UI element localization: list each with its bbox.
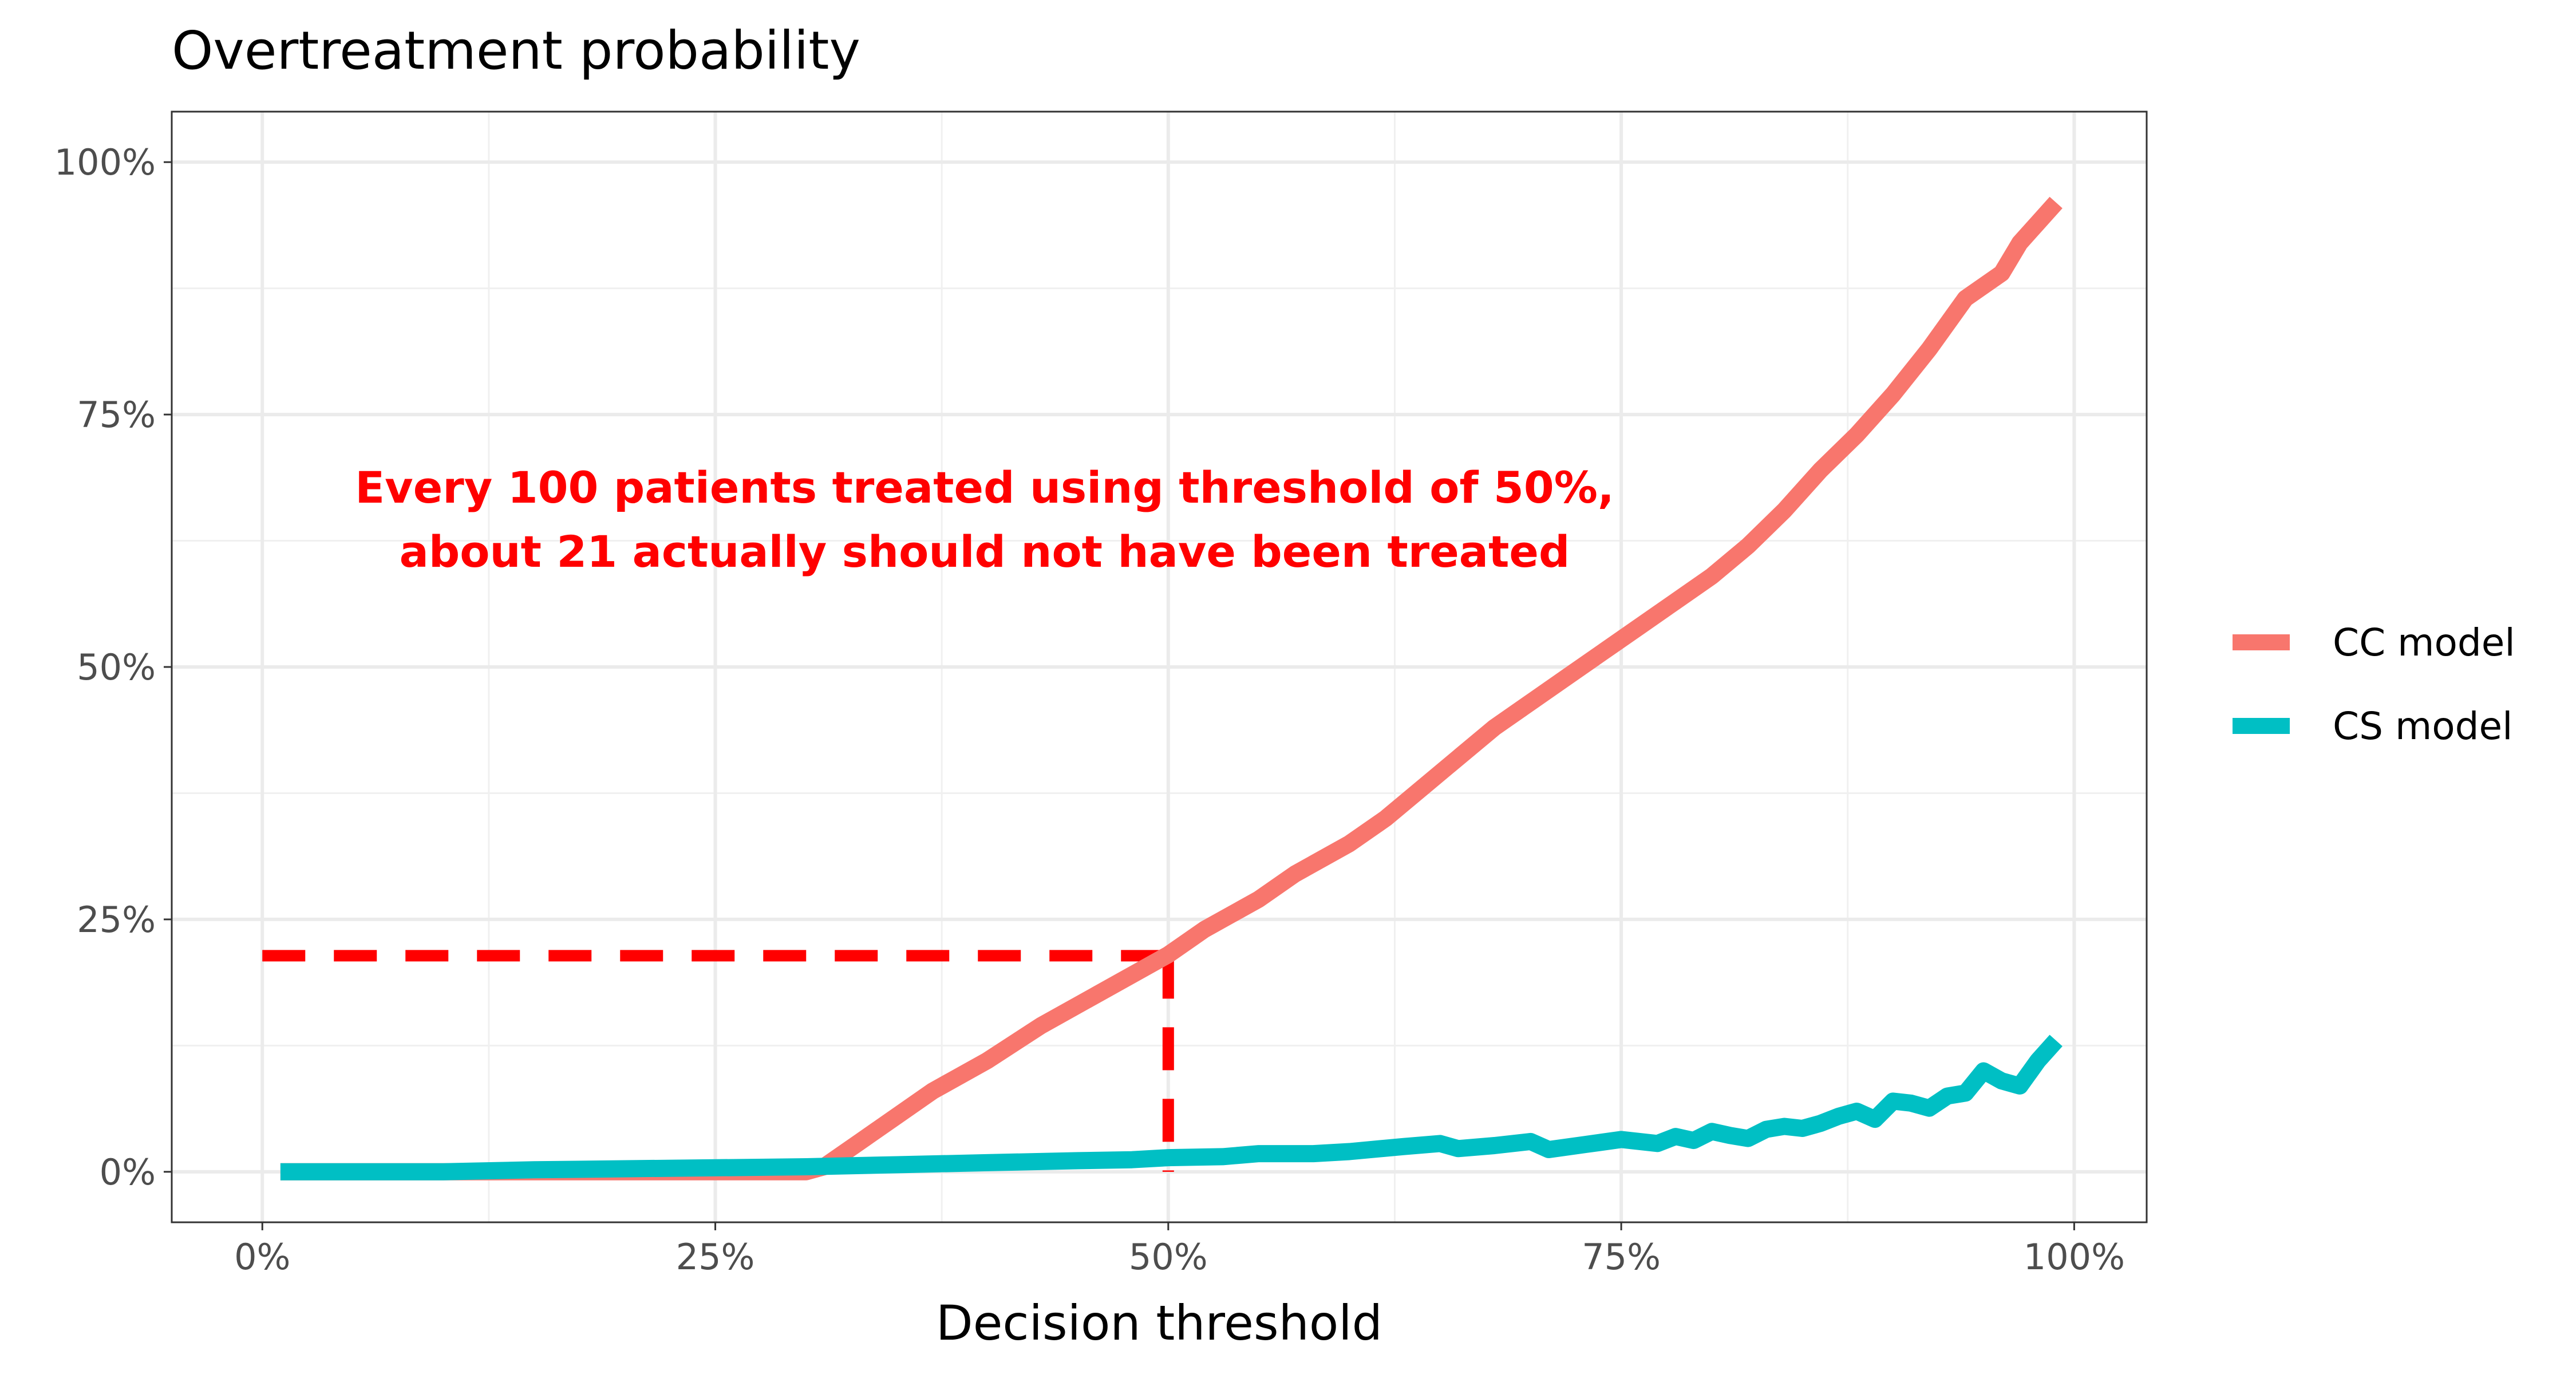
x-axis-title: Decision threshold xyxy=(936,1295,1382,1351)
chart-title: Overtreatment probability xyxy=(172,20,860,81)
y-tick-label: 75% xyxy=(77,394,156,436)
annotation-line-2: about 21 actually should not have been t… xyxy=(400,526,1570,577)
y-tick-label: 25% xyxy=(77,899,156,941)
legend-label-cs-model: CS model xyxy=(2333,704,2512,748)
x-tick-label: 50% xyxy=(1129,1236,1208,1278)
legend: CC model CS model xyxy=(2233,621,2515,748)
y-tick-label: 100% xyxy=(54,141,156,183)
reference-lines xyxy=(262,950,1174,1172)
annotation: Every 100 patients treated using thresho… xyxy=(355,462,1614,577)
legend-label-cc-model: CC model xyxy=(2333,621,2515,665)
axes: 0% 25% 50% 75% 100% 0% 25% 50% 75% 100% xyxy=(54,141,2125,1278)
y-tick-label: 50% xyxy=(77,646,156,688)
x-tick-label: 100% xyxy=(2024,1236,2125,1278)
x-tick-label: 25% xyxy=(676,1236,755,1278)
series-lines xyxy=(280,196,2063,1180)
series-line-cs-model xyxy=(280,1035,2063,1180)
x-tick-label: 0% xyxy=(234,1236,290,1278)
y-tick-label: 0% xyxy=(100,1151,156,1193)
annotation-line-1: Every 100 patients treated using thresho… xyxy=(355,462,1614,513)
x-tick-label: 75% xyxy=(1582,1236,1661,1278)
